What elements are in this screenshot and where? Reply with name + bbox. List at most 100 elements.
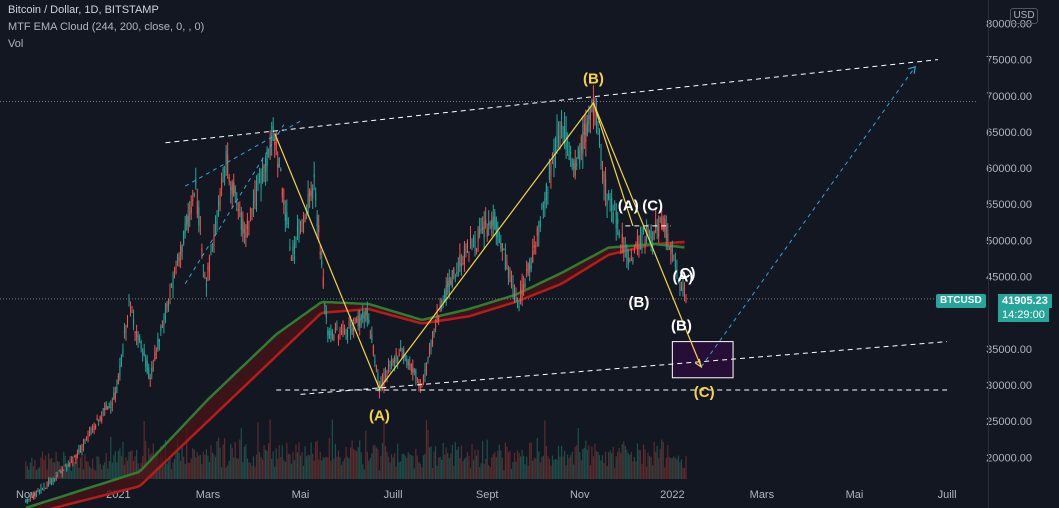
candle-body <box>617 219 619 225</box>
volume-bar <box>424 453 426 479</box>
candle-body <box>218 200 220 207</box>
candle-body <box>174 269 176 273</box>
candle-body <box>303 220 305 225</box>
volume-bar <box>412 455 414 479</box>
candle-body <box>561 122 563 128</box>
volume-bar <box>38 467 41 479</box>
candle-body <box>638 240 640 251</box>
volume-bar <box>40 457 42 479</box>
candle-body <box>55 474 57 480</box>
volume-bar <box>243 446 245 479</box>
candle-body <box>548 163 550 180</box>
volume-bar <box>567 454 569 479</box>
candle-body <box>677 280 679 282</box>
candle-body <box>35 490 37 496</box>
candle-body <box>583 123 585 135</box>
volume-bar <box>516 450 519 479</box>
candle-body <box>239 205 241 207</box>
candle-body <box>222 168 224 172</box>
volume-bar <box>471 444 473 479</box>
volume-bar <box>26 466 28 479</box>
candle-body <box>605 179 607 196</box>
candle-body <box>506 260 508 269</box>
candle-body <box>163 322 165 326</box>
volume-bar <box>213 454 215 479</box>
candle-body <box>225 150 227 165</box>
volume-bar <box>497 450 499 479</box>
volume-bar <box>507 452 510 479</box>
volume-bar <box>79 457 82 479</box>
volume-bar <box>632 461 634 479</box>
volume-bar <box>272 451 274 479</box>
candle-body <box>213 236 215 245</box>
candle-body <box>621 234 623 243</box>
candle-body <box>34 492 36 498</box>
candle-body <box>410 364 412 372</box>
volume-bar <box>264 449 267 479</box>
candle-body <box>479 229 481 235</box>
volume-bar <box>557 445 560 479</box>
candle-body <box>435 325 437 328</box>
volume-bar <box>172 462 174 479</box>
candle-body <box>137 335 139 341</box>
candle-body <box>606 201 608 205</box>
volume-bar <box>122 441 124 479</box>
candle-body <box>79 448 81 452</box>
candle-body <box>108 403 110 405</box>
candle-body <box>392 359 394 364</box>
y-tick-label: 60000.00 <box>986 163 1032 175</box>
volume-bar <box>54 462 56 479</box>
volume-bar <box>73 461 75 479</box>
volume-bar <box>679 461 681 479</box>
candle-body <box>422 374 424 384</box>
candle-body <box>211 244 214 249</box>
candle-body <box>620 244 622 246</box>
volume-bar <box>43 460 45 479</box>
volume-bar <box>275 448 277 479</box>
volume-bar <box>353 448 355 479</box>
indicator-legend[interactable]: MTF EMA Cloud (244, 200, close, 0, , 0) <box>8 21 205 33</box>
candle-body <box>29 496 31 499</box>
candle-body <box>122 349 124 355</box>
candle-body <box>202 265 204 267</box>
volume-bar <box>230 443 232 479</box>
volume-bar <box>69 456 71 479</box>
candle-body <box>107 406 109 410</box>
volume-bar <box>480 463 482 479</box>
volume-bar <box>551 455 554 479</box>
volume-bar <box>231 447 233 479</box>
candle-body <box>448 277 450 294</box>
volume-bar <box>501 457 503 479</box>
volume-bar <box>580 460 582 479</box>
y-tick-label: 75000.00 <box>986 55 1032 67</box>
candle-body <box>151 367 153 374</box>
candle-body <box>82 444 85 447</box>
currency-button[interactable]: USD <box>1010 8 1038 24</box>
volume-bar <box>482 440 484 479</box>
candle-body <box>45 488 47 489</box>
candle-body <box>57 476 59 478</box>
candle-body <box>477 228 479 242</box>
candle-body <box>164 310 166 321</box>
candle-body <box>450 280 452 284</box>
volume-bar <box>55 451 57 479</box>
candle-body <box>418 381 420 387</box>
volume-bar <box>131 450 133 479</box>
y-tick-label: 20000.00 <box>986 452 1032 464</box>
candle-body <box>491 220 493 229</box>
volume-bar <box>541 456 543 479</box>
candle-body <box>224 175 226 178</box>
candle-body <box>208 256 210 272</box>
candle-body <box>336 329 338 331</box>
volume-legend[interactable]: Vol <box>8 38 24 50</box>
volume-bar <box>438 457 440 479</box>
candle-body <box>413 369 415 372</box>
volume-bar <box>359 440 361 479</box>
candle-body <box>592 96 594 116</box>
volume-bar <box>680 459 683 479</box>
candle-body <box>277 163 279 168</box>
candle-body <box>114 392 116 399</box>
candle-body <box>485 220 487 225</box>
volume-bar <box>158 462 160 479</box>
